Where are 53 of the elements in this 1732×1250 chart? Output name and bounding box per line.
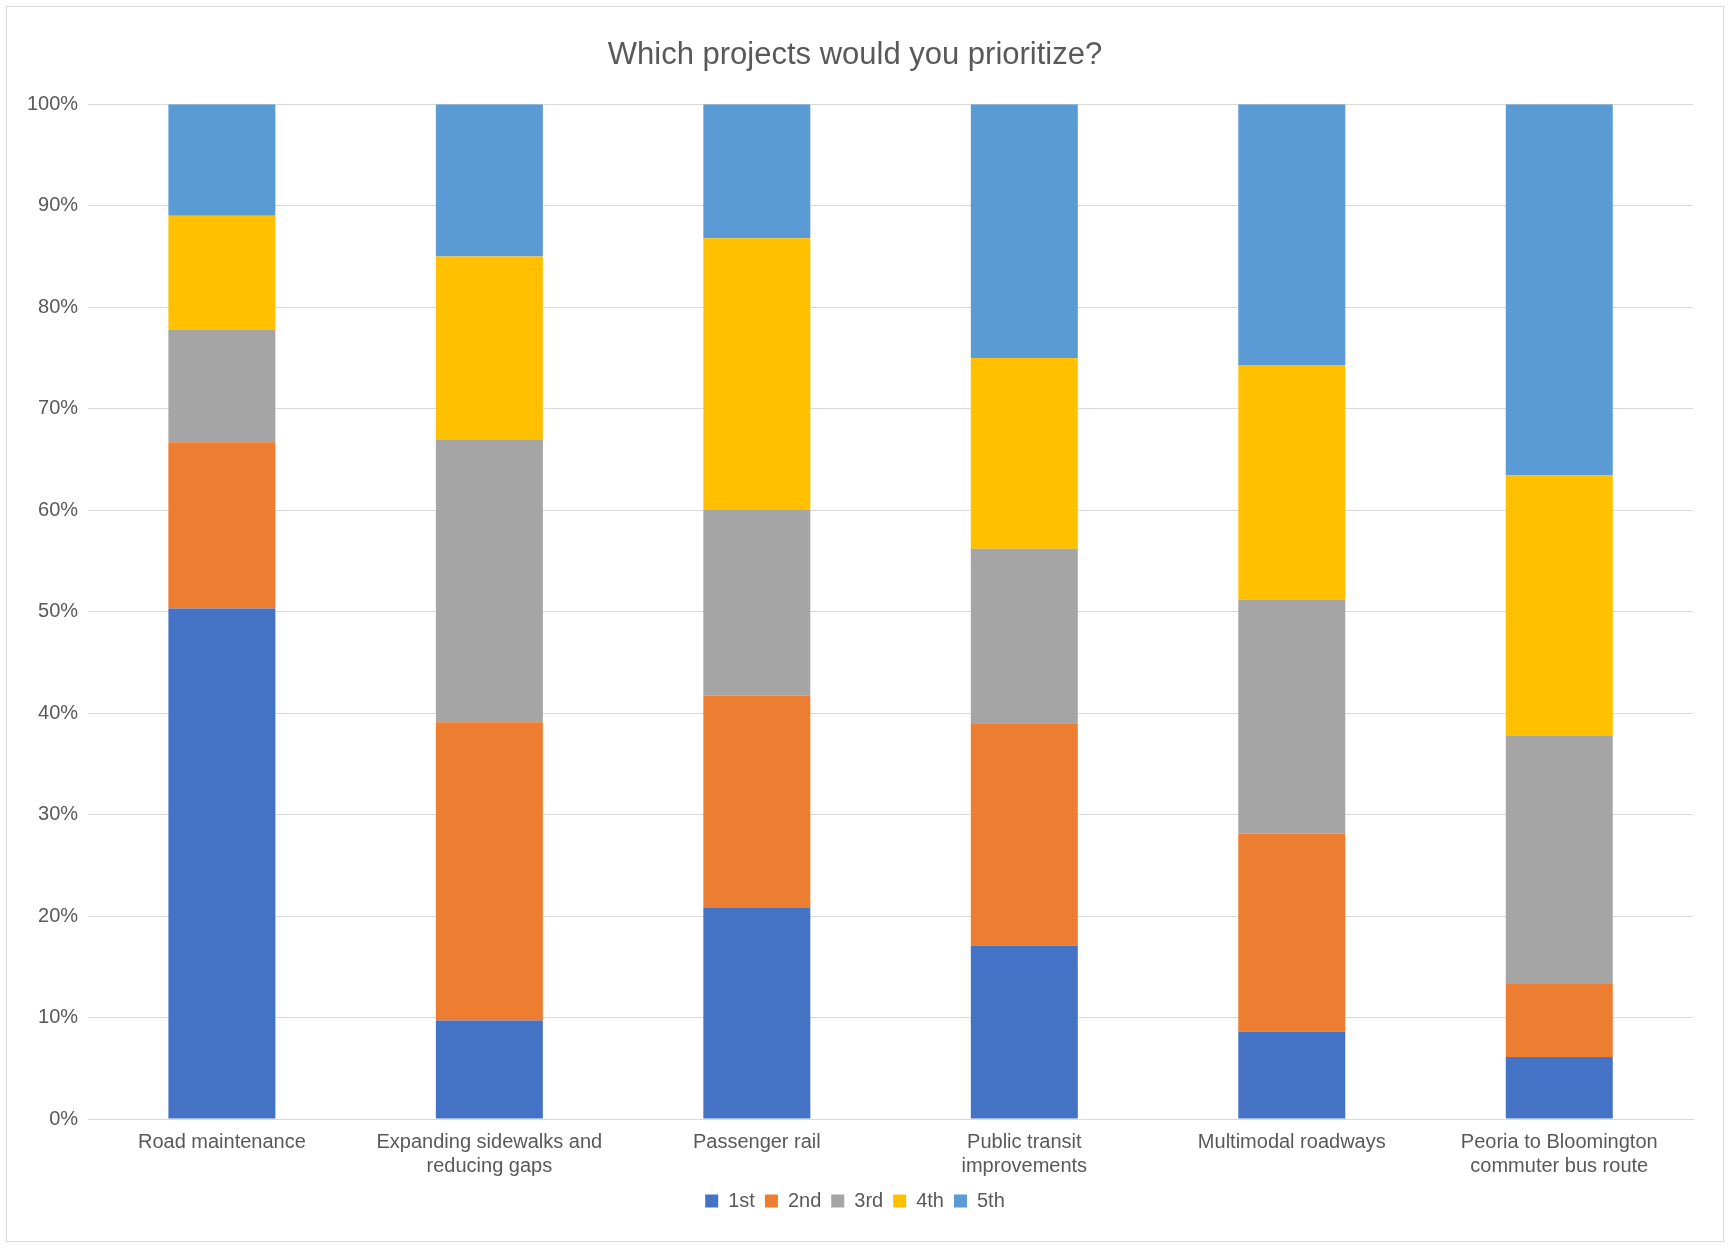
bar: [168, 215, 276, 330]
bar: [1505, 475, 1613, 736]
bar: [1505, 104, 1613, 476]
bar: [970, 723, 1078, 946]
legend-label: 1st: [728, 1188, 756, 1211]
bar: [703, 510, 811, 696]
x-tick-label: Road maintenance: [137, 1129, 306, 1152]
bar: [970, 548, 1078, 724]
bar: [435, 256, 543, 441]
legend-label: 2nd: [787, 1188, 822, 1211]
y-tick-label: 60%: [38, 497, 79, 520]
y-tick-label: 10%: [38, 1005, 79, 1028]
y-tick-label: 100%: [27, 91, 79, 114]
bar: [703, 238, 811, 511]
bar: [435, 440, 543, 723]
y-tick-label: 30%: [38, 802, 79, 825]
bar: [168, 608, 276, 1119]
bar: [1238, 833, 1346, 1032]
x-tick-label: Multimodal roadways: [1197, 1129, 1386, 1152]
bar: [970, 104, 1078, 358]
y-tick-label: 90%: [38, 193, 79, 216]
x-tick-label: Peoria to Bloomington commuter bus route: [1460, 1129, 1658, 1176]
bar: [168, 329, 276, 443]
chart-title: Which projects would you prioritize?: [607, 36, 1103, 72]
bar: [1238, 1031, 1346, 1119]
bar: [435, 722, 543, 1021]
bar: [1505, 1057, 1613, 1119]
bar: [1238, 104, 1346, 365]
legend-label: 4th: [916, 1188, 944, 1211]
bar: [970, 357, 1078, 549]
y-tick-label: 20%: [38, 903, 79, 926]
bar: [970, 945, 1078, 1119]
bar: [435, 104, 543, 257]
legend-label: 3rd: [854, 1188, 884, 1211]
bar: [703, 104, 811, 239]
y-tick-label: 40%: [38, 700, 79, 723]
bar: [1238, 599, 1346, 834]
y-tick-label: 80%: [38, 294, 79, 317]
bar: [1505, 984, 1613, 1058]
x-tick-label: Expanding sidewalks and reducing gaps: [376, 1129, 603, 1176]
bar: [1238, 365, 1346, 600]
y-tick-label: 0%: [49, 1106, 79, 1129]
y-tick-label: 50%: [38, 599, 79, 622]
bar: [1505, 735, 1613, 985]
bar: [703, 907, 811, 1119]
legend-label: 5th: [976, 1188, 1005, 1211]
bar: [168, 442, 276, 609]
bar: [168, 104, 276, 216]
x-tick-label: Passenger rail: [692, 1129, 821, 1152]
bar: [703, 695, 811, 908]
x-tick-label: Public transit improvements: [961, 1129, 1088, 1176]
y-tick-label: 70%: [38, 396, 79, 419]
bar: [435, 1020, 543, 1119]
